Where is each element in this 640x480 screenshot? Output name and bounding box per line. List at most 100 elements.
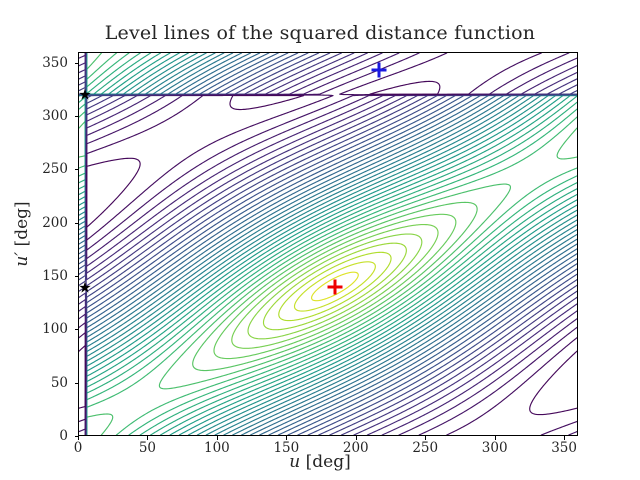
- contour-line: [262, 242, 407, 331]
- contour-line: [329, 284, 577, 435]
- page-title: Level lines of the squared distance func…: [104, 22, 536, 44]
- contour-line: [79, 53, 86, 67]
- contour-lines: [79, 53, 577, 435]
- contour-line: [79, 313, 87, 435]
- contour-line: [223, 229, 577, 435]
- contour-line: [249, 243, 577, 435]
- contour-line: [187, 209, 577, 435]
- y-tick-label: 0: [59, 428, 68, 444]
- contour-line: [196, 214, 577, 435]
- contour-line: [158, 183, 512, 390]
- contour-line: [85, 94, 577, 435]
- x-tick-mark: [216, 436, 218, 440]
- contour-line: [86, 116, 577, 435]
- contour-line: [128, 175, 577, 435]
- x-axis-label-var: u: [289, 452, 301, 472]
- contour-line: [381, 310, 577, 435]
- x-tick-mark: [286, 436, 288, 440]
- contour-line: [85, 94, 577, 435]
- contour-line: [205, 219, 577, 435]
- x-tick-label: 150: [273, 440, 300, 456]
- x-tick-mark: [147, 436, 149, 440]
- contour-line: [229, 94, 305, 111]
- contour-line: [79, 94, 87, 201]
- contour-line: [79, 322, 87, 433]
- contour-line: [85, 94, 577, 435]
- contour-line: [398, 318, 577, 435]
- contour-line: [318, 279, 577, 435]
- y-tick-label: 200: [42, 214, 68, 231]
- x-tick-mark: [425, 436, 427, 440]
- contour-line: [340, 290, 577, 435]
- contour-line: [79, 120, 86, 158]
- x-tick-mark: [355, 436, 357, 440]
- x-tick-label: 50: [138, 440, 157, 456]
- y-tick-mark: [74, 329, 78, 331]
- y-axis-label: u′ [deg]: [12, 134, 32, 334]
- y-tick-mark: [74, 169, 78, 171]
- y-tick-label: 250: [42, 161, 68, 178]
- contour-line: [86, 53, 130, 88]
- contour-line: [85, 93, 577, 435]
- y-axis-label-unit: [deg]: [12, 201, 32, 247]
- contour-line: [214, 224, 577, 435]
- contour-line: [79, 306, 87, 435]
- contour-line: [353, 296, 577, 435]
- contour-line: [86, 94, 334, 241]
- contour-line: [268, 253, 577, 435]
- contour-line: [366, 303, 577, 435]
- contour-line: [231, 223, 439, 349]
- contour-line: [86, 157, 141, 228]
- contour-line: [85, 94, 577, 435]
- x-tick-mark: [564, 436, 566, 440]
- contour-line: [540, 420, 577, 435]
- contour-line: [150, 188, 577, 435]
- contour-line: [278, 251, 392, 322]
- contour-line: [86, 413, 114, 435]
- contour-line: [115, 167, 577, 435]
- contour-line: [310, 271, 359, 302]
- contour-line: [568, 431, 577, 435]
- contour-line: [85, 94, 577, 435]
- contour-line: [85, 94, 577, 435]
- contour-line: [85, 53, 279, 96]
- contour-line: [529, 350, 577, 416]
- contour-line: [86, 101, 577, 435]
- x-tick-mark: [494, 436, 496, 440]
- y-tick-mark: [74, 382, 78, 384]
- contour-line: [418, 326, 577, 435]
- contour-line: [287, 263, 577, 435]
- contour-line: [86, 53, 102, 70]
- y-tick-label: 300: [42, 108, 68, 124]
- contour-line: [85, 94, 577, 435]
- x-tick-label: 200: [342, 440, 369, 456]
- contour-line: [293, 261, 376, 312]
- x-tick-label: 100: [203, 440, 230, 456]
- y-tick-label: 350: [42, 54, 68, 71]
- x-axis-label-unit: [deg]: [305, 452, 351, 472]
- contour-line: [159, 193, 577, 435]
- contour-line: [139, 182, 577, 435]
- contour-line: [85, 94, 577, 435]
- x-axis-label: u [deg]: [0, 452, 640, 472]
- y-tick-mark: [74, 436, 78, 437]
- x-tick-label: 250: [412, 440, 439, 456]
- contour-line: [79, 96, 86, 184]
- x-tick-mark: [78, 436, 79, 440]
- contour-line: [85, 94, 577, 435]
- contour-line: [369, 80, 441, 95]
- contour-line: [86, 108, 577, 435]
- contour-line: [232, 233, 577, 435]
- x-tick-label: 0: [73, 440, 83, 456]
- plot-area: [78, 52, 578, 436]
- contour-line: [85, 93, 577, 435]
- contour-line: [85, 94, 577, 435]
- contour-line: [79, 110, 86, 169]
- contour-line: [556, 127, 577, 160]
- contour-line: [79, 344, 86, 409]
- contour-line: [192, 201, 478, 372]
- contour-line: [86, 95, 577, 435]
- contour-line: [85, 94, 577, 435]
- x-tick-label: 350: [551, 440, 577, 456]
